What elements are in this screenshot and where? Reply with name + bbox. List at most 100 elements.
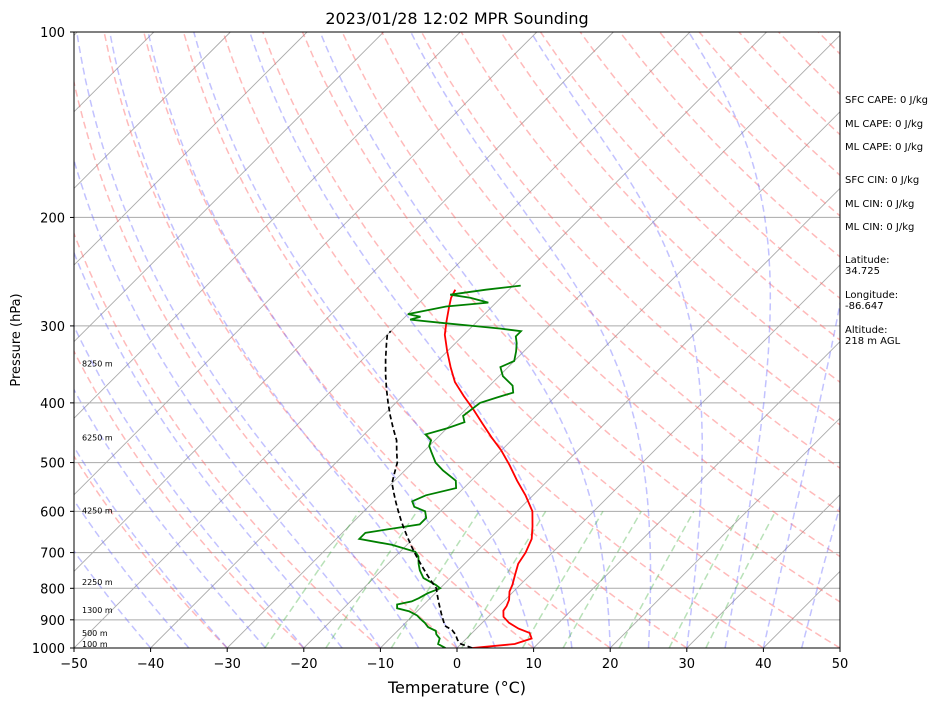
height-label: 1300 m xyxy=(82,606,113,615)
height-label: 4250 m xyxy=(82,506,113,515)
dry-adiabat-line xyxy=(301,32,840,603)
dry-adiabat-line xyxy=(460,32,840,426)
longitude-label: Longitude: xyxy=(845,290,899,301)
altitude-label: Altitude: xyxy=(845,325,888,336)
isotherm-line xyxy=(686,494,840,648)
x-tick-label: 20 xyxy=(602,657,619,672)
height-label: 500 m xyxy=(82,629,108,638)
x-tick-label: −20 xyxy=(290,657,317,672)
x-tick-label: −50 xyxy=(60,657,87,672)
dry-adiabat-line xyxy=(539,32,840,341)
y-tick-label: 900 xyxy=(40,614,65,629)
moist-adiabat-line xyxy=(74,388,267,648)
dry-adiabat-line xyxy=(182,32,688,648)
mixing-ratio-line xyxy=(264,510,360,648)
sfc-cape-text: SFC CAPE: 0 J/kg xyxy=(845,95,928,106)
isotherm-line xyxy=(74,32,308,266)
ml-cape-text-2: ML CAPE: 0 J/kg xyxy=(845,142,924,153)
y-tick-label: 100 xyxy=(40,26,65,41)
background-lines xyxy=(0,32,840,648)
y-tick-label: 700 xyxy=(40,547,65,562)
x-axis-label: Temperature (°C) xyxy=(387,678,526,697)
x-axis-ticks: −50 −40 −30 −20 −10 0 10 20 30 40 50 xyxy=(60,648,848,672)
mixing-ratio-line xyxy=(618,510,695,648)
moist-adiabat-line xyxy=(74,499,190,648)
isotherm-line xyxy=(74,32,538,496)
latitude-value: 34.725 xyxy=(845,266,880,277)
moist-adiabat-line xyxy=(762,299,840,648)
dewpoint-line xyxy=(357,284,523,648)
isotherm-line xyxy=(533,340,840,648)
dry-adiabat-line xyxy=(103,32,535,648)
mixing-ratio-line xyxy=(461,510,547,648)
moist-adiabat-line xyxy=(147,32,496,648)
ml-cin-text-2: ML CIN: 0 J/kg xyxy=(845,222,915,233)
moist-adiabat-line xyxy=(193,32,535,648)
moist-adiabat-line xyxy=(74,250,343,648)
ml-cape-text: ML CAPE: 0 J/kg xyxy=(845,119,924,130)
x-tick-label: 10 xyxy=(525,657,542,672)
dry-adiabat-line xyxy=(381,32,840,513)
isotherm-line xyxy=(74,32,691,648)
y-axis-ticks: 1000 900 800 700 600 500 400 300 200 100 xyxy=(32,26,74,657)
y-tick-label: 500 xyxy=(40,457,65,472)
x-tick-label: −40 xyxy=(137,657,164,672)
isotherm-line xyxy=(150,32,767,648)
y-tick-label: 300 xyxy=(40,320,65,335)
dry-adiabat-line xyxy=(500,32,840,384)
x-tick-label: −30 xyxy=(213,657,240,672)
moist-adiabat-line xyxy=(74,445,228,648)
mixing-ratio-line xyxy=(521,510,604,648)
y-tick-label: 600 xyxy=(40,505,65,520)
y-tick-label: 400 xyxy=(40,397,65,412)
moist-adiabat-line xyxy=(109,32,458,648)
mixing-ratio-line xyxy=(390,510,480,648)
chart-title: 2023/01/28 12:02 MPR Sounding xyxy=(325,9,588,28)
sounding-traces xyxy=(357,284,534,648)
moist-adiabat-line xyxy=(688,32,772,648)
isotherm-line xyxy=(609,417,840,648)
x-tick-label: −10 xyxy=(367,657,394,672)
sfc-cin-text: SFC CIN: 0 J/kg xyxy=(845,175,920,186)
x-tick-label: 40 xyxy=(755,657,772,672)
x-tick-label: 0 xyxy=(453,657,461,672)
moist-adiabat-line xyxy=(76,32,420,648)
parcel-path-line xyxy=(384,330,473,648)
ml-cin-text: ML CIN: 0 J/kg xyxy=(845,199,915,210)
height-label: 100 m xyxy=(82,640,108,649)
plot-frame xyxy=(73,31,841,649)
isotherm-line xyxy=(0,32,1,648)
moist-adiabat-line xyxy=(530,32,703,648)
y-tick-label: 800 xyxy=(40,582,65,597)
isotherm-line xyxy=(303,111,840,648)
moist-adiabat-line xyxy=(74,157,382,648)
height-labels: 100 m 500 m 1300 m 2250 m 4250 m 6250 m 8250 m xyxy=(82,359,113,649)
height-label: 6250 m xyxy=(82,433,113,442)
isotherm-line xyxy=(74,32,461,419)
temperature-line xyxy=(443,289,534,648)
mixing-ratio-line xyxy=(668,510,742,648)
x-tick-label: 30 xyxy=(679,657,696,672)
dry-adiabat-line xyxy=(74,349,305,648)
dry-adiabat-line xyxy=(222,32,764,648)
isotherm-line xyxy=(380,187,840,648)
dry-adiabat-line xyxy=(579,32,840,300)
mixing-ratio-line xyxy=(705,510,777,648)
dry-adiabat-line xyxy=(74,79,458,648)
dry-adiabat-line xyxy=(143,32,611,648)
dry-adiabat-line xyxy=(74,231,381,648)
isotherm-line xyxy=(74,32,384,343)
moist-adiabat-line xyxy=(74,549,152,648)
longitude-value: -86.647 xyxy=(845,301,884,312)
height-label: 2250 m xyxy=(82,578,113,587)
dry-adiabat-line xyxy=(341,32,840,558)
x-tick-label: 50 xyxy=(832,657,849,672)
y-axis-label: Pressure (hPa) xyxy=(9,293,24,386)
dry-adiabat-line xyxy=(74,454,228,648)
moist-adiabat-line xyxy=(248,32,573,648)
moist-adiabat-line xyxy=(800,503,840,648)
moist-adiabat-line xyxy=(74,324,305,648)
height-label: 8250 m xyxy=(82,359,113,368)
altitude-value: 218 m AGL xyxy=(845,336,901,347)
